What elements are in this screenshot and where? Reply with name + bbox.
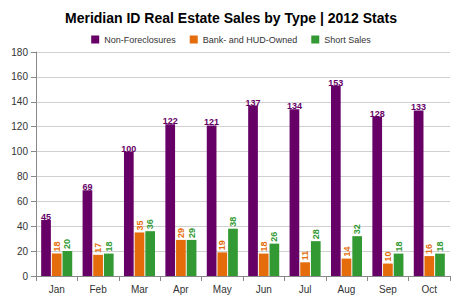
svg-text:20: 20 (17, 246, 29, 257)
svg-text:0: 0 (22, 271, 28, 282)
svg-text:133: 133 (411, 102, 426, 112)
svg-text:20: 20 (62, 239, 72, 249)
svg-text:134: 134 (287, 101, 302, 111)
svg-text:14: 14 (342, 247, 352, 257)
svg-text:Jun: Jun (256, 284, 272, 295)
svg-text:180: 180 (11, 47, 28, 58)
svg-text:128: 128 (370, 109, 385, 119)
svg-text:Meridian ID Real Estate Sales: Meridian ID Real Estate Sales by Type | … (65, 10, 397, 26)
svg-text:100: 100 (121, 144, 136, 154)
svg-text:69: 69 (82, 182, 92, 192)
svg-text:18: 18 (52, 242, 62, 252)
svg-text:Mar: Mar (131, 284, 149, 295)
svg-text:18: 18 (259, 242, 269, 252)
svg-text:137: 137 (246, 98, 261, 108)
svg-text:Non-Foreclosures: Non-Foreclosures (104, 35, 176, 45)
svg-text:19: 19 (217, 240, 227, 250)
svg-text:40: 40 (17, 221, 29, 232)
svg-text:17: 17 (93, 243, 103, 253)
svg-text:Short Sales: Short Sales (324, 35, 371, 45)
svg-text:Apr: Apr (173, 284, 189, 295)
svg-text:80: 80 (17, 171, 29, 182)
svg-text:35: 35 (135, 220, 145, 230)
svg-text:Oct: Oct (422, 284, 438, 295)
svg-text:18: 18 (435, 242, 445, 252)
svg-text:29: 29 (187, 228, 197, 238)
svg-text:Jan: Jan (49, 284, 65, 295)
svg-text:36: 36 (145, 219, 155, 229)
svg-text:Aug: Aug (338, 284, 356, 295)
svg-text:26: 26 (269, 232, 279, 242)
svg-text:32: 32 (352, 224, 362, 234)
svg-text:18: 18 (394, 242, 404, 252)
svg-text:60: 60 (17, 196, 29, 207)
svg-text:10: 10 (383, 252, 393, 262)
svg-text:Feb: Feb (89, 284, 107, 295)
svg-text:45: 45 (41, 212, 51, 222)
svg-text:11: 11 (300, 251, 310, 261)
svg-text:121: 121 (204, 117, 219, 127)
svg-text:29: 29 (176, 228, 186, 238)
svg-text:160: 160 (11, 71, 28, 82)
svg-text:Sep: Sep (379, 284, 397, 295)
svg-text:May: May (213, 284, 232, 295)
svg-text:16: 16 (424, 244, 434, 254)
svg-text:38: 38 (228, 217, 238, 227)
svg-text:140: 140 (11, 96, 28, 107)
svg-text:100: 100 (11, 146, 28, 157)
svg-text:120: 120 (11, 121, 28, 132)
svg-text:Jul: Jul (299, 284, 312, 295)
svg-text:122: 122 (163, 116, 178, 126)
svg-text:28: 28 (311, 229, 321, 239)
svg-text:153: 153 (328, 78, 343, 88)
svg-text:Bank- and HUD-Owned: Bank- and HUD-Owned (203, 35, 298, 45)
svg-text:18: 18 (104, 242, 114, 252)
